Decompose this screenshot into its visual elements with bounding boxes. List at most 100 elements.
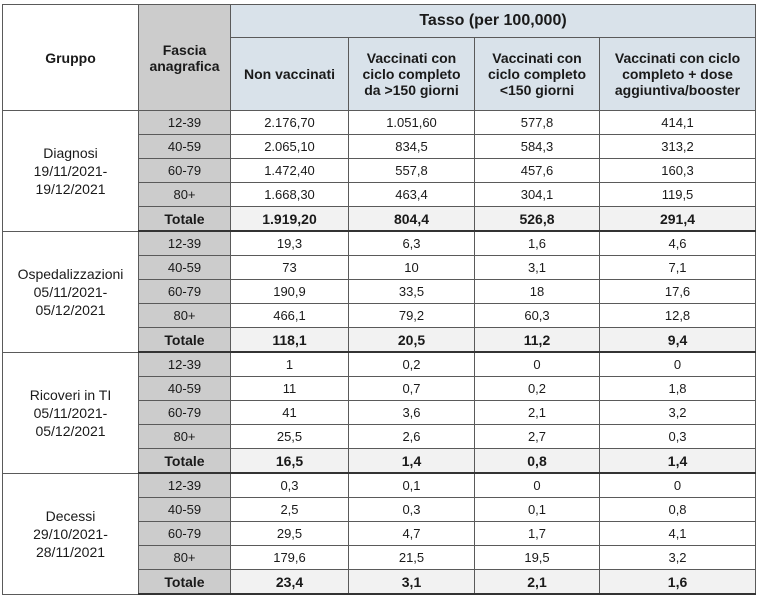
total-value: 118,1	[230, 327, 349, 353]
rate-value: 1,6	[474, 230, 600, 256]
group-label: Ospedalizzazioni 05/11/2021- 05/12/2021	[2, 230, 139, 353]
table-row: 40-59 11 0,7 0,2 1,8	[3, 376, 757, 401]
group-label-line: Ricoveri in TI	[29, 386, 112, 403]
header-col-full-under150: Vaccinati con ciclo completo <150 giorni	[474, 37, 600, 111]
rate-value: 1	[230, 351, 349, 377]
rate-value: 414,1	[598, 110, 757, 135]
rate-value: 2,6	[348, 424, 475, 449]
rate-value: 2.065,10	[230, 134, 349, 159]
rate-value: 3,2	[598, 400, 757, 425]
rate-value: 2,5	[230, 497, 349, 522]
rate-value: 0,7	[348, 376, 475, 401]
total-value: 16,5	[230, 448, 349, 474]
total-value: 1,4	[598, 448, 757, 474]
rate-value: 12,8	[598, 303, 757, 328]
total-value: 23,4	[230, 569, 349, 595]
table-row: Ricoveri in TI 05/11/2021- 05/12/2021 12-39…	[2, 351, 757, 474]
table-row: 80+ 25,5 2,6 2,7 0,3	[3, 424, 757, 449]
rate-value: 1,8	[598, 376, 757, 401]
rate-value: 73	[230, 255, 349, 280]
total-value: 1,4	[348, 448, 475, 474]
total-row: Totale 118,1 20,5 11,2 9,4	[3, 327, 757, 353]
rate-value: 1.051,60	[348, 110, 475, 135]
rate-value: 1.472,40	[230, 158, 349, 183]
rate-value: 25,5	[230, 424, 349, 449]
rate-value: 457,6	[474, 158, 600, 183]
rate-value: 0,3	[230, 472, 349, 498]
table-row: Ospedalizzazioni 05/11/2021- 05/12/2021 12-…	[2, 230, 757, 353]
total-value: 1.919,20	[230, 206, 349, 232]
rate-value: 119,5	[598, 182, 757, 207]
group-label-line: Decessi	[45, 507, 96, 524]
total-label: Totale	[138, 327, 231, 353]
rate-value: 0	[598, 351, 757, 377]
header-group: Gruppo	[2, 4, 139, 111]
age-band: 40-59	[138, 134, 231, 159]
total-label: Totale	[138, 206, 231, 232]
rate-value: 60,3	[474, 303, 600, 328]
table-row: 40-59 2.065,10 834,5 584,3 313,2	[3, 134, 757, 159]
age-band: 12-39	[138, 230, 231, 256]
age-band: 60-79	[138, 158, 231, 183]
age-band: 80+	[138, 303, 231, 328]
rate-value: 313,2	[598, 134, 757, 159]
group-label: Ricoveri in TI 05/11/2021- 05/12/2021	[2, 351, 139, 474]
rate-value: 0,3	[598, 424, 757, 449]
total-value: 11,2	[474, 327, 600, 353]
table-row: 60-79 1.472,40 557,8 457,6 160,3	[3, 158, 757, 183]
header-age: Fascia anagrafica	[138, 4, 231, 111]
group-label-line: 19/11/2021-	[33, 162, 108, 179]
rate-value: 0,2	[474, 376, 600, 401]
age-band: 40-59	[138, 376, 231, 401]
age-band: 12-39	[138, 110, 231, 135]
header-col-full-over150: Vaccinati con ciclo completo da >150 gio…	[348, 37, 475, 111]
group-label: Diagnosi 19/11/2021- 19/12/2021	[2, 110, 139, 232]
rate-value: 190,9	[230, 279, 349, 304]
table-row: 80+ 1.668,30 463,4 304,1 119,5	[3, 182, 757, 207]
rate-value: 0,1	[474, 497, 600, 522]
rate-value: 29,5	[230, 521, 349, 546]
rate-value: 1.668,30	[230, 182, 349, 207]
table-row: 40-59 2,5 0,3 0,1 0,8	[3, 497, 757, 522]
total-row: Totale 1.919,20 804,4 526,8 291,4	[3, 206, 757, 232]
age-band: 80+	[138, 545, 231, 570]
rate-value: 11	[230, 376, 349, 401]
total-value: 3,1	[348, 569, 475, 595]
rate-value: 41	[230, 400, 349, 425]
rate-value: 18	[474, 279, 600, 304]
rate-value: 463,4	[348, 182, 475, 207]
table-row: Diagnosi 19/11/2021- 19/12/2021 12-39 2.176,…	[2, 110, 757, 232]
group-label-line: Ospedalizzazioni	[17, 265, 124, 282]
age-band: 60-79	[138, 279, 231, 304]
total-value: 1,6	[598, 569, 757, 595]
rate-value: 304,1	[474, 182, 600, 207]
table-row: 60-79 29,5 4,7 1,7 4,1	[3, 521, 757, 546]
rate-value: 0,2	[348, 351, 475, 377]
rate-value: 179,6	[230, 545, 349, 570]
rate-value: 19,5	[474, 545, 600, 570]
rate-value: 0	[474, 351, 600, 377]
rate-value: 577,8	[474, 110, 600, 135]
group-label-line: 29/10/2021-	[33, 525, 108, 542]
rate-value: 4,7	[348, 521, 475, 546]
rate-value: 4,1	[598, 521, 757, 546]
table-row: Decessi 29/10/2021- 28/11/2021 12-39 0,3 0,1 0…	[2, 472, 757, 595]
rate-value: 466,1	[230, 303, 349, 328]
table-row: 80+ 179,6 21,5 19,5 3,2	[3, 545, 757, 570]
age-band: 60-79	[138, 400, 231, 425]
total-label: Totale	[138, 448, 231, 474]
rate-value: 584,3	[474, 134, 600, 159]
rate-value: 7,1	[598, 255, 757, 280]
rate-value: 4,6	[598, 230, 757, 256]
rate-value: 3,2	[598, 545, 757, 570]
age-band: 80+	[138, 424, 231, 449]
total-value: 2,1	[474, 569, 600, 595]
rate-value: 21,5	[348, 545, 475, 570]
age-band: 12-39	[138, 351, 231, 377]
age-band: 60-79	[138, 521, 231, 546]
header-rate: Tasso (per 100,000)	[229, 4, 757, 38]
header-age-label: Fascia anagrafica	[149, 41, 220, 74]
rate-value: 2.176,70	[230, 110, 349, 135]
total-value: 291,4	[598, 206, 757, 232]
rate-value: 19,3	[230, 230, 349, 256]
